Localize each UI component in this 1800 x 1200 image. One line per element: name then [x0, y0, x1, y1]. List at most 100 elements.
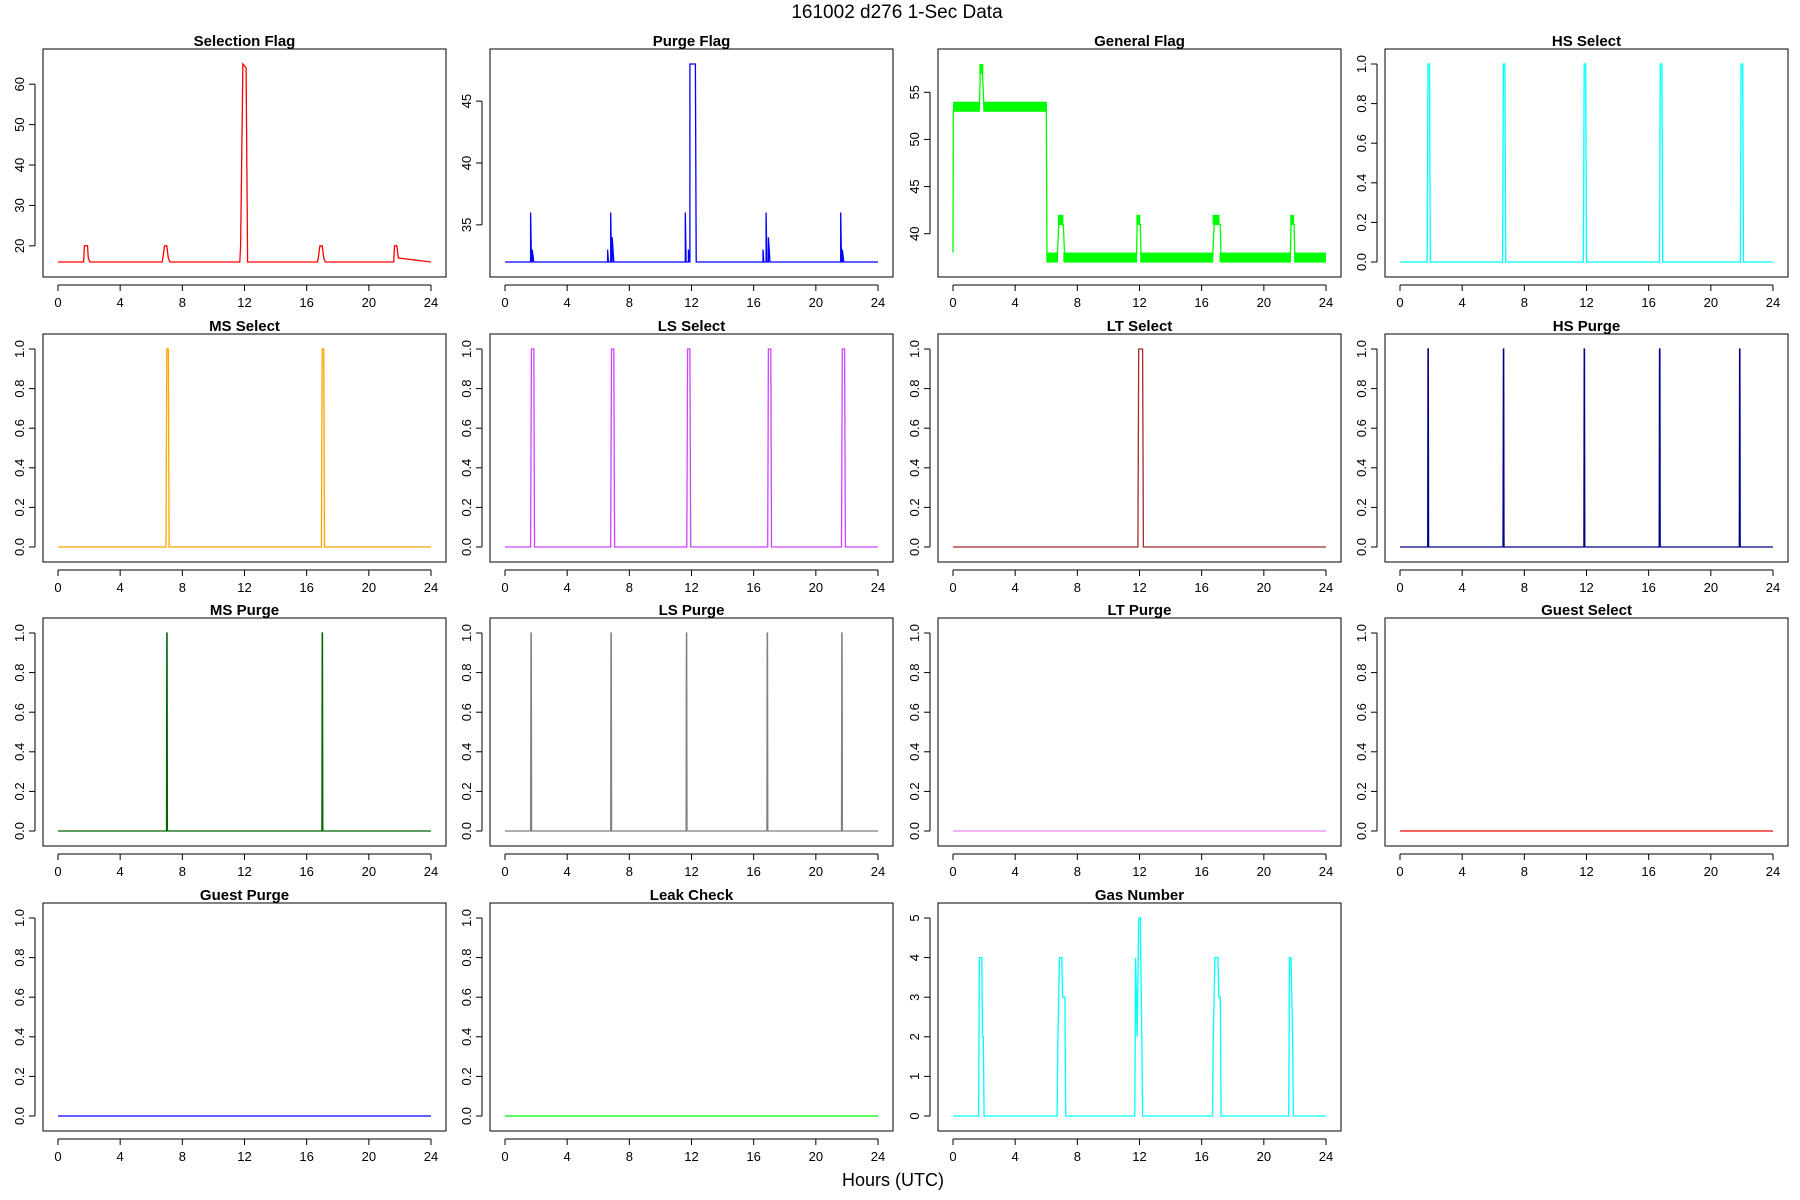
panel-purge-flag: Purge Flag 0 4 8 12 16 20 24 35 40 45	[459, 33, 894, 310]
y-tick-label: 0.8	[1354, 95, 1369, 113]
y-tick-label: 0.2	[459, 1067, 474, 1085]
y-tick-label: 0.4	[459, 459, 474, 477]
x-tick-label: 24	[1766, 580, 1780, 595]
panel-ls-purge: LS Purge 0 4 8 12 16 20 24 0.0 0.2 0.4 0.6 0.8 1.0	[459, 602, 894, 879]
series-line	[505, 63, 878, 263]
x-tick-label: 4	[564, 1149, 571, 1164]
x-tick-label: 4	[564, 295, 571, 310]
y-tick-label: 0.6	[12, 703, 27, 721]
x-tick-label: 20	[809, 864, 823, 879]
panel-title: General Flag	[1094, 33, 1185, 50]
x-tick-label: 24	[424, 864, 438, 879]
data-band	[1140, 252, 1213, 262]
data-band	[1290, 214, 1295, 225]
series-line	[952, 72, 1326, 263]
y-tick-label: 0.8	[459, 949, 474, 967]
x-tick-label: 8	[1074, 580, 1081, 595]
panel-ms-purge: MS Purge 0 4 8 12 16 20 24 0.0 0.2 0.4 0.6 0.8 1.0	[12, 602, 447, 879]
y-tick-label: 0.4	[459, 1028, 474, 1046]
x-tick-label: 0	[54, 864, 61, 879]
y-tick-label: 0.0	[1354, 253, 1369, 271]
x-tick-label: 4	[117, 580, 124, 595]
x-tick-label: 20	[1704, 864, 1718, 879]
data-band	[983, 101, 1048, 112]
plot-frame	[1384, 48, 1789, 278]
series-line	[1400, 63, 1773, 263]
x-tick-label: 20	[809, 295, 823, 310]
y-tick-label: 0.4	[1354, 743, 1369, 761]
plot-frame	[489, 902, 894, 1132]
y-tick-label: 0.6	[907, 419, 922, 437]
x-tick-label: 12	[1132, 580, 1146, 595]
y-tick-label: 0.4	[459, 743, 474, 761]
data-band	[1063, 252, 1137, 262]
x-tick-label: 12	[684, 864, 698, 879]
x-tick-label: 8	[179, 580, 186, 595]
x-tick-label: 8	[179, 295, 186, 310]
y-tick-label: 0.2	[12, 782, 27, 800]
x-tick-label: 12	[1132, 295, 1146, 310]
series-line	[505, 348, 878, 548]
y-tick-label: 0.2	[12, 1067, 27, 1085]
y-tick-label: 0.4	[1354, 459, 1369, 477]
x-tick-label: 16	[299, 295, 313, 310]
y-tick-label: 0.8	[907, 380, 922, 398]
y-tick-label: 0.0	[907, 538, 922, 556]
data-band	[1219, 252, 1291, 262]
figure-title: 161002 d276 1-Sec Data	[791, 2, 1003, 23]
y-tick-label: 0.8	[12, 949, 27, 967]
x-tick-label: 16	[1641, 295, 1655, 310]
y-tick-label: 0	[907, 1112, 922, 1119]
y-tick-label: 0.0	[459, 822, 474, 840]
panel-title: HS Select	[1552, 33, 1621, 50]
plot-frame	[1384, 333, 1789, 563]
x-tick-label: 16	[746, 1149, 760, 1164]
y-tick-label: 0.2	[459, 782, 474, 800]
panel-guest-select: Guest Select 0 4 8 12 16 20 24 0.0 0.2 0.4 0.6 0.8 1.…	[1354, 602, 1789, 879]
y-tick-label: 0.0	[12, 1107, 27, 1125]
y-tick-label: 0.0	[459, 1107, 474, 1125]
y-tick-label: 1.0	[12, 909, 27, 927]
panel-selection-flag: Selection Flag 0 4 8 12 16 20 24 20 30 40 50 60	[12, 33, 447, 310]
panel-title: LS Select	[658, 318, 726, 335]
x-tick-label: 8	[179, 1149, 186, 1164]
y-tick-label: 0.2	[1354, 782, 1369, 800]
x-tick-label: 16	[1194, 580, 1208, 595]
data-band	[1294, 252, 1326, 262]
y-tick-label: 1.0	[1354, 624, 1369, 642]
y-tick-label: 50	[907, 132, 922, 146]
y-tick-label: 35	[459, 218, 474, 232]
x-tick-label: 0	[949, 864, 956, 879]
plot-frame	[489, 48, 894, 278]
x-tick-label: 8	[626, 580, 633, 595]
x-tick-label: 24	[1319, 1149, 1333, 1164]
panel-ls-select: LS Select 0 4 8 12 16 20 24 0.0 0.2 0.4 0.6 0.8 1.0	[459, 318, 894, 595]
x-tick-label: 0	[949, 580, 956, 595]
y-tick-label: 0.6	[1354, 703, 1369, 721]
x-tick-label: 12	[237, 1149, 251, 1164]
series-line	[58, 632, 431, 832]
x-tick-label: 12	[684, 295, 698, 310]
y-tick-label: 0.8	[907, 664, 922, 682]
y-tick-label: 0.0	[907, 822, 922, 840]
plot-frame	[937, 617, 1342, 847]
x-tick-label: 16	[1194, 295, 1208, 310]
x-tick-label: 12	[237, 864, 251, 879]
x-tick-label: 12	[1132, 1149, 1146, 1164]
y-tick-label: 60	[12, 77, 27, 91]
y-tick-label: 0.8	[459, 380, 474, 398]
series-line	[1400, 348, 1773, 548]
x-tick-label: 4	[1012, 864, 1019, 879]
y-tick-label: 0.2	[1354, 498, 1369, 516]
y-tick-label: 0.6	[459, 703, 474, 721]
x-tick-label: 0	[949, 1149, 956, 1164]
y-tick-label: 1.0	[12, 340, 27, 358]
x-tick-label: 16	[299, 1149, 313, 1164]
x-tick-label: 20	[362, 295, 376, 310]
x-tick-label: 4	[1012, 580, 1019, 595]
panel-title: Leak Check	[650, 887, 734, 904]
panel-general-flag: General Flag 0 4 8 12 16 20 24 40 45 50 55	[907, 33, 1342, 310]
x-tick-label: 4	[117, 1149, 124, 1164]
x-tick-label: 0	[1396, 295, 1403, 310]
y-tick-label: 0.8	[12, 664, 27, 682]
